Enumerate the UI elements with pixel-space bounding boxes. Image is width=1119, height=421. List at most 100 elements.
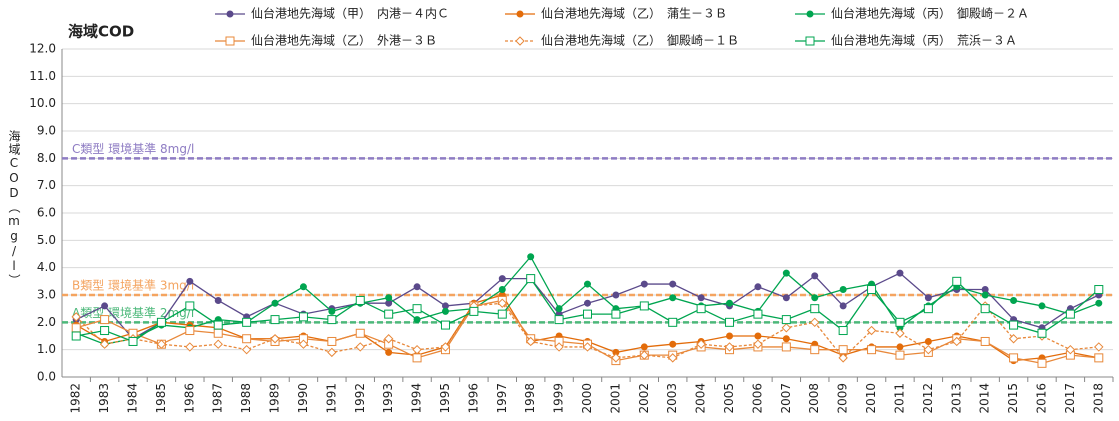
point <box>526 274 536 284</box>
point <box>440 342 451 352</box>
point <box>781 342 791 352</box>
point <box>327 347 337 358</box>
point <box>782 269 790 277</box>
point <box>640 280 648 288</box>
y-tick-label: 3.0 <box>37 288 56 302</box>
point <box>270 315 280 325</box>
legend-label: 仙台港地先海域（乙） 御殿崎－１Ｂ <box>541 33 739 48</box>
point <box>980 336 990 346</box>
y-tick-label: 8.0 <box>37 151 56 165</box>
point <box>385 294 393 302</box>
x-tick-label: 2000 <box>580 383 594 414</box>
point <box>640 343 648 351</box>
point <box>923 344 934 355</box>
point <box>71 323 81 333</box>
point <box>156 339 167 349</box>
x-tick-label: 1992 <box>353 383 367 414</box>
x-tick-label: 1985 <box>154 383 168 414</box>
y-tick-label: 1.0 <box>37 342 56 356</box>
point <box>1010 296 1018 304</box>
legend-label: 仙台港地先海域（乙） 外港－３Ｂ <box>251 33 437 48</box>
point <box>328 307 336 315</box>
point <box>385 348 393 356</box>
point <box>298 339 309 349</box>
x-tick-label: 2015 <box>1006 383 1020 414</box>
x-tick-label: 1998 <box>523 383 537 414</box>
point <box>1094 285 1104 295</box>
x-tick-label: 1982 <box>69 383 83 414</box>
point <box>1094 353 1104 363</box>
point <box>355 342 365 352</box>
point <box>696 304 706 314</box>
point <box>896 343 904 351</box>
point <box>99 339 110 349</box>
legend-marker <box>806 10 814 18</box>
point <box>185 301 195 311</box>
point <box>952 276 962 286</box>
point <box>981 291 989 299</box>
point <box>271 299 279 307</box>
point <box>611 309 621 319</box>
x-tick-label: 1984 <box>126 383 140 414</box>
point <box>782 294 790 302</box>
point <box>327 315 337 325</box>
x-tick-label: 2017 <box>1063 383 1077 414</box>
x-tick-label: 1997 <box>495 383 509 414</box>
point <box>895 350 905 360</box>
x-tick-label: 1986 <box>182 383 196 414</box>
point <box>753 309 763 319</box>
point <box>697 294 705 302</box>
point <box>611 353 621 363</box>
legend-marker <box>516 10 524 18</box>
point <box>866 325 877 336</box>
point <box>810 345 820 355</box>
y-tick-label: 9.0 <box>37 124 56 138</box>
point <box>811 294 819 302</box>
legend-marker <box>805 36 815 46</box>
point <box>270 334 280 344</box>
point <box>781 315 791 325</box>
y-tick-label: 12.0 <box>29 42 56 56</box>
point <box>156 317 166 327</box>
point <box>213 339 223 349</box>
point <box>726 332 734 340</box>
point <box>555 305 563 313</box>
point <box>838 353 848 363</box>
x-tick-label: 2014 <box>978 383 992 414</box>
point <box>327 336 337 346</box>
point <box>128 336 138 346</box>
x-tick-label: 2002 <box>637 383 651 414</box>
point <box>186 277 194 285</box>
point <box>696 339 706 349</box>
y-tick-label: 7.0 <box>37 178 56 192</box>
x-tick-label: 1994 <box>410 383 424 414</box>
y-tick-label: 11.0 <box>29 69 56 83</box>
point <box>242 334 252 344</box>
legend-marker <box>515 36 525 46</box>
point <box>924 294 932 302</box>
point <box>384 309 394 319</box>
point <box>299 283 307 291</box>
point <box>185 342 195 352</box>
x-tick-label: 1987 <box>211 383 225 414</box>
point <box>1094 342 1104 352</box>
x-tick-label: 1989 <box>268 383 282 414</box>
point <box>724 342 735 352</box>
x-tick-label: 2013 <box>949 383 963 414</box>
x-tick-label: 1988 <box>239 383 253 414</box>
point <box>355 295 365 305</box>
point <box>497 309 507 319</box>
legend-label: 仙台港地先海域（丙） 御殿崎－２Ａ <box>831 6 1029 21</box>
point <box>725 317 735 327</box>
point <box>241 344 252 355</box>
point <box>612 291 620 299</box>
x-tick-label: 2009 <box>836 383 850 414</box>
reference-label: C類型 環境基準 8mg/l <box>72 141 194 156</box>
legend-label: 仙台港地先海域（乙） 蒲生－３Ｂ <box>541 6 727 21</box>
x-tick-label: 2003 <box>665 383 679 414</box>
point <box>383 334 394 344</box>
x-tick-label: 1990 <box>296 383 310 414</box>
point <box>838 326 848 336</box>
point <box>412 353 422 363</box>
